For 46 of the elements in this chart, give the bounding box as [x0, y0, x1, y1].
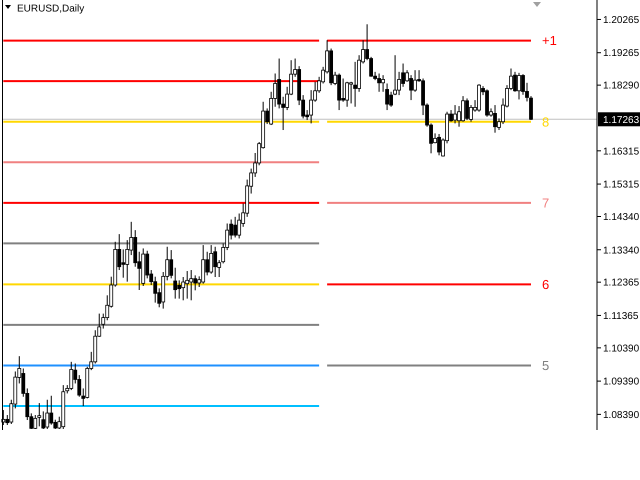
- candlestick: [465, 98, 469, 121]
- candlestick: [185, 270, 190, 300]
- series-label: 5: [542, 358, 550, 374]
- y-tick-label: 1.12365: [603, 278, 640, 289]
- candlestick: [189, 270, 194, 301]
- candlestick: [377, 72, 381, 92]
- candlestick: [345, 81, 350, 108]
- candlestick: [341, 78, 346, 102]
- candlestick: [453, 104, 457, 124]
- y-tick-label: 1.16315: [603, 146, 640, 158]
- candlestick: [353, 61, 357, 108]
- candlestick: [233, 216, 238, 238]
- series-label: +1: [542, 33, 557, 48]
- series-label: 7: [542, 195, 550, 210]
- candlestick: [49, 395, 54, 426]
- candlestick: [437, 134, 441, 156]
- candlestick: [153, 276, 158, 304]
- series-label: 8: [542, 114, 550, 130]
- candlestick: [213, 246, 218, 278]
- ref-line-label: 1.17263: [603, 114, 640, 126]
- y-tick-label: 1.13340: [603, 245, 640, 256]
- candlestick: [177, 280, 182, 300]
- y-tick-label: 1.10390: [603, 343, 640, 354]
- candlestick: [461, 96, 465, 122]
- candlestick: [517, 72, 521, 100]
- chart-title: EURUSD,Daily: [17, 4, 84, 14]
- candlestick: [193, 274, 198, 291]
- y-tick-label: 1.14340: [603, 212, 640, 223]
- y-tick-label: 1.08390: [603, 410, 640, 421]
- candlestick: [121, 248, 126, 278]
- y-tick-label: 1.18290: [603, 80, 640, 92]
- candlestick: [37, 402, 42, 427]
- candlestick: [33, 414, 38, 430]
- y-tick-label: 1.09390: [603, 376, 640, 388]
- y-tick-label: 1.15315: [603, 180, 640, 191]
- y-tick-label: 1.11365: [603, 310, 639, 322]
- candlestick: [209, 244, 214, 274]
- series-label: 6: [542, 276, 550, 292]
- candlestick: [201, 244, 206, 284]
- y-tick-label: 1.19265: [603, 48, 640, 60]
- candlestick: [493, 104, 497, 134]
- candlestick: [45, 399, 50, 430]
- candlestick: [513, 71, 517, 92]
- y-tick-label: 1.20265: [603, 14, 640, 26]
- candlestick: [413, 70, 417, 92]
- candlestick: [69, 361, 74, 391]
